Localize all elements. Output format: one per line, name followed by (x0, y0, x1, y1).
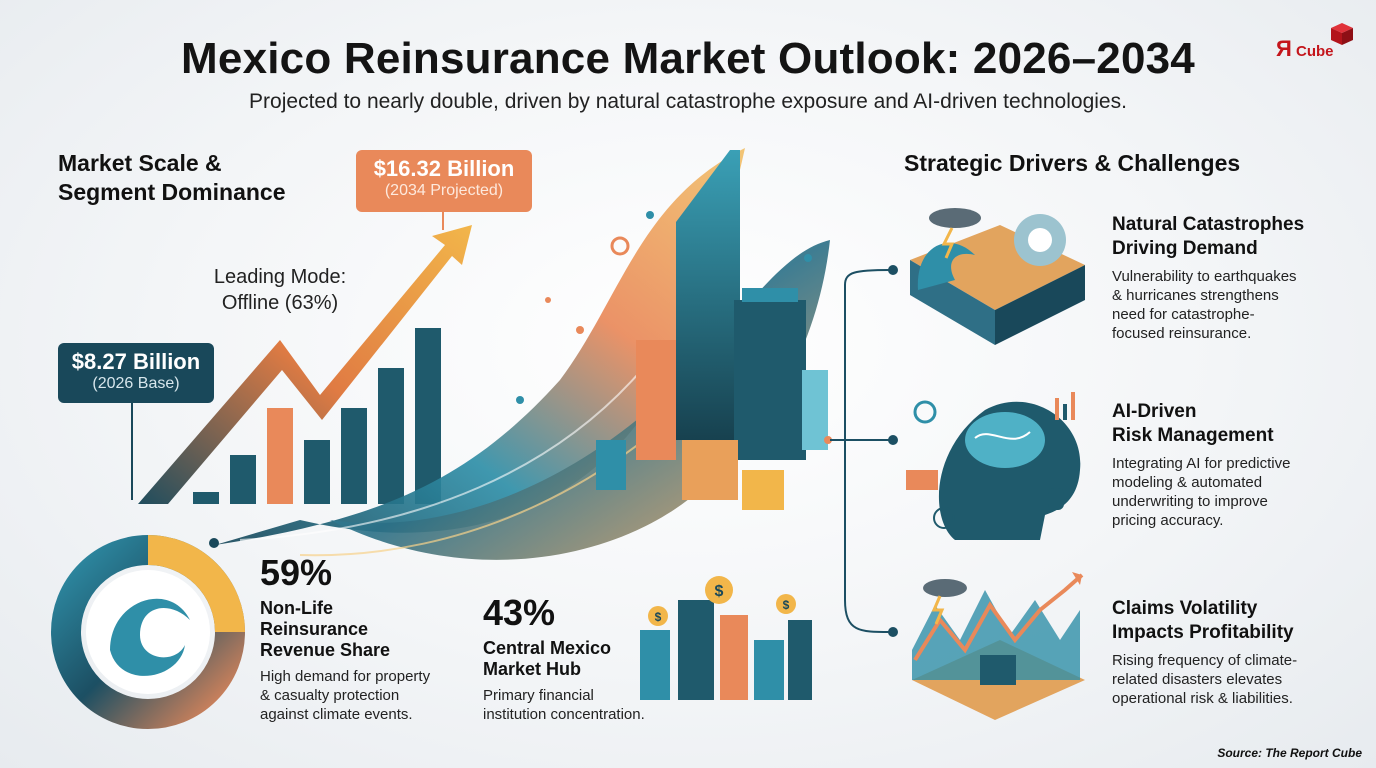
driver-1-head-line1: Natural Catastrophes (1112, 214, 1305, 235)
callout-2026-note: (2026 Base) (92, 375, 180, 392)
volatility-chart-icon (912, 572, 1085, 720)
dollar-coin-icon (705, 576, 733, 604)
source-credit: Source: The Report Cube (1217, 746, 1362, 760)
growth-bar (378, 368, 404, 504)
stat-59-value: 59% (260, 552, 333, 593)
growth-bar (230, 455, 256, 504)
gear-icon (913, 400, 937, 424)
driver-3-head-line1: Claims Volatility (1112, 598, 1258, 619)
driver-1-body-line1: Vulnerability to earthquakes (1112, 268, 1297, 285)
stat-59-head-line1: Non-Life (260, 598, 333, 618)
logo-letter: Я (1276, 36, 1292, 61)
driver-3-body-line2: related disasters elevates (1112, 671, 1283, 688)
stat-non-life-share: 59% Non-Life Reinsurance Revenue Share H… (260, 552, 470, 724)
driver-natural-catastrophes: Natural Catastrophes Driving Demand Vuln… (1112, 213, 1342, 343)
leading-mode-label: Leading Mode: Offline (63%) (196, 264, 364, 316)
driver-2-body-line2: modeling & automated (1112, 474, 1263, 491)
driver-2-head-line2: Risk Management (1112, 425, 1274, 446)
stat-59-head-line3: Revenue Share (260, 640, 391, 660)
stat-43-value: 43% (483, 592, 556, 633)
central-hub-graphic: $ $ $ (640, 576, 812, 700)
database-icon (1048, 488, 1064, 510)
stat-43-body-line2: institution concentration. (483, 706, 645, 723)
driver-3-head-line2: Impacts Profitability (1112, 622, 1294, 643)
callout-2034-value: $16.32 Billion (373, 156, 515, 181)
growth-arrow (138, 225, 472, 504)
network-icon (933, 507, 955, 529)
driver-claims-volatility: Claims Volatility Impacts Profitability … (1112, 597, 1342, 708)
growth-bar (267, 408, 293, 504)
leading-mode-line1: Leading Mode: (213, 266, 347, 288)
callout-2034-projected: $16.32 Billion (2034 Projected) (356, 150, 532, 212)
stat-43-body-line1: Primary financial (483, 687, 594, 704)
market-scale-heading-line2: Segment Dominance (58, 179, 286, 205)
driver-1-body-line4: focused reinsurance. (1112, 325, 1252, 342)
driver-ai-risk-management: AI-Driven Risk Management Integrating AI… (1112, 400, 1342, 530)
market-scale-heading-line1: Market Scale & (58, 150, 222, 176)
stat-59-body-line2: & casualty protection (260, 687, 400, 704)
growth-bar (341, 408, 367, 504)
driver-2-head-line1: AI-Driven (1112, 401, 1197, 422)
growth-bar (304, 440, 330, 504)
hurricane-wave-icon (910, 208, 1085, 345)
driver-1-body-line2: & hurricanes strengthens (1112, 287, 1279, 304)
strategic-drivers-heading: Strategic Drivers & Challenges (904, 150, 1241, 176)
stat-43-head-line2: Market Hub (483, 659, 582, 679)
callout-2034-note: (2034 Projected) (384, 182, 504, 199)
wave-swirl-icon (110, 598, 190, 676)
page-subtitle: Projected to nearly double, driven by na… (249, 90, 1127, 113)
non-life-donut (51, 535, 245, 729)
leading-mode-line2: Offline (63%) (221, 292, 339, 314)
stat-central-mexico-hub: 43% Central Mexico Market Hub Primary fi… (483, 592, 683, 724)
brand-logo: Я Cube (1272, 22, 1362, 66)
driver-3-body-line3: operational risk & liabilities. (1112, 690, 1293, 707)
callout-2026-value: $8.27 Billion (71, 349, 201, 374)
svg-text:$: $ (655, 610, 662, 624)
stat-59-head-line2: Reinsurance (260, 619, 369, 639)
market-scale-heading: Market Scale & Segment Dominance (58, 149, 358, 207)
dollar-coin-icon (648, 606, 668, 626)
logo-word: Cube (1296, 43, 1334, 60)
stat-43-head-line1: Central Mexico (483, 638, 612, 658)
stat-59-body-line1: High demand for property (260, 668, 431, 685)
driver-3-body-line1: Rising frequency of climate- (1112, 652, 1298, 669)
circuit-nodes (209, 211, 832, 548)
city-skyline (596, 150, 828, 510)
ai-brain-icon (906, 392, 1081, 540)
driver-2-body-line1: Integrating AI for predictive (1112, 455, 1291, 472)
cube-icon (1331, 23, 1353, 45)
stat-59-body-line3: against climate events. (260, 706, 413, 723)
growth-bar (193, 492, 219, 504)
growth-bars (193, 328, 441, 504)
driver-2-body-line3: underwriting to improve (1112, 493, 1268, 510)
dashboard-icon (906, 470, 938, 490)
driver-1-body-line3: need for catastrophe- (1112, 306, 1255, 323)
driver-2-body-line4: pricing accuracy. (1112, 512, 1224, 529)
growth-bar (415, 328, 441, 504)
driver-connectors (830, 265, 898, 637)
dollar-coin-icon (776, 594, 796, 614)
callout-2026-base: $8.27 Billion (2026 Base) (58, 343, 214, 403)
svg-text:$: $ (715, 583, 724, 600)
driver-1-head-line2: Driving Demand (1112, 238, 1258, 259)
svg-text:$: $ (783, 598, 790, 612)
page-title: Mexico Reinsurance Market Outlook: 2026–… (181, 34, 1195, 83)
